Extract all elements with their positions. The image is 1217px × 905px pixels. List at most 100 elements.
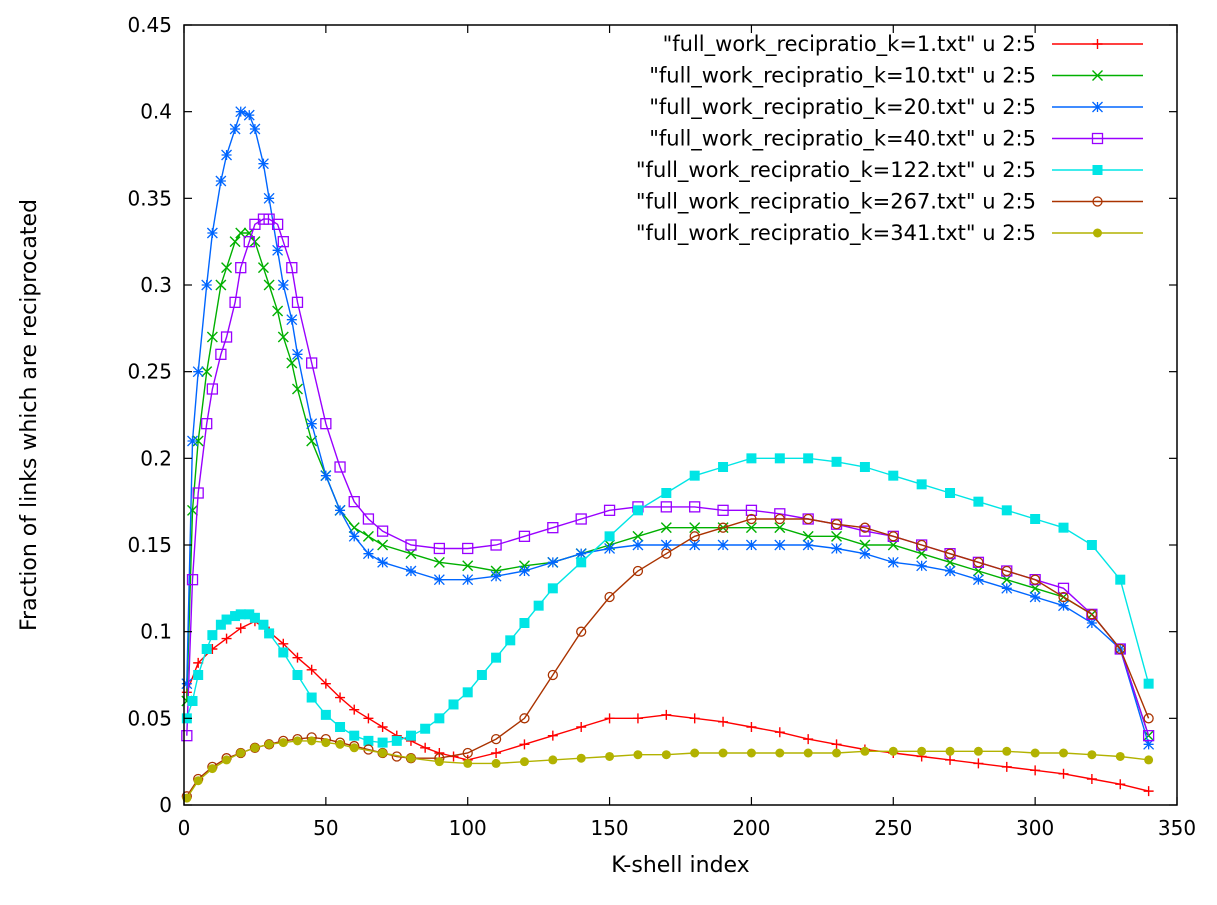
data-point [1002, 746, 1012, 756]
data-point [717, 522, 729, 533]
data-point [377, 737, 388, 748]
data-point [215, 175, 227, 187]
data-point [718, 462, 729, 472]
data-point [377, 556, 389, 568]
data-point [264, 628, 275, 639]
data-point [362, 530, 374, 542]
data-point [278, 638, 289, 649]
data-point [377, 722, 388, 732]
data-point [320, 470, 332, 482]
data-point [1086, 617, 1098, 629]
data-point [206, 383, 219, 395]
data-point [348, 496, 360, 508]
legend: "full_work_recipratio_k=1.txt" u 2:5 "ful… [636, 32, 1143, 246]
data-point [660, 539, 672, 551]
data-point [490, 570, 502, 582]
data-point [547, 669, 558, 681]
x-tick-label: 50 [313, 816, 338, 840]
data-point [391, 735, 402, 746]
data-point [278, 647, 289, 658]
data-point [249, 236, 261, 248]
data-point [774, 453, 785, 464]
data-point [575, 548, 587, 560]
data-point [362, 513, 375, 525]
data-point [945, 746, 955, 756]
data-point [774, 539, 786, 551]
data-point [236, 748, 246, 758]
data-point [434, 757, 444, 767]
data-point [1143, 738, 1155, 750]
data-point [462, 687, 473, 698]
data-point [201, 418, 213, 430]
data-point [917, 746, 927, 756]
legend-item: "full_work_recipratio_k=1.txt" u 2:5 [663, 32, 1143, 57]
series-line [186, 232, 1150, 736]
data-point [632, 539, 644, 551]
data-point [181, 730, 193, 742]
legend-marker [1092, 101, 1103, 113]
data-point [1058, 600, 1069, 612]
legend-item: "full_work_recipratio_k=122.txt" u 2:5 [636, 158, 1143, 183]
data-point [1087, 750, 1097, 760]
data-point [774, 513, 785, 525]
x-tick-label: 100 [449, 816, 487, 840]
data-point [192, 487, 204, 499]
data-point [1057, 582, 1070, 594]
data-point [462, 574, 474, 586]
legend-marker [1092, 39, 1103, 49]
data-point [717, 504, 729, 516]
data-point [1001, 565, 1012, 577]
data-point [264, 739, 274, 749]
data-point [717, 539, 729, 551]
legend-label: "full_work_recipratio_k=10.txt" u 2:5 [649, 64, 1036, 89]
data-point [1142, 730, 1155, 742]
data-point [193, 670, 204, 680]
data-point [291, 383, 303, 395]
data-point [272, 244, 284, 256]
data-point [888, 746, 898, 756]
data-point [292, 736, 302, 746]
data-point [215, 619, 226, 630]
data-point [229, 123, 241, 135]
data-point [320, 418, 332, 430]
data-point [831, 530, 843, 542]
data-point [307, 736, 317, 746]
y-tick-label: 0.1 [140, 620, 172, 644]
series-line [186, 620, 1149, 792]
data-point [831, 519, 842, 530]
data-point [633, 750, 643, 760]
data-point [774, 727, 785, 738]
y-tick-label: 0.05 [127, 706, 172, 730]
data-point [433, 542, 445, 555]
legend-label: "full_work_recipratio_k=341.txt" u 2:5 [636, 221, 1036, 246]
data-point [604, 543, 616, 554]
data-point [916, 539, 927, 551]
data-point [745, 522, 757, 534]
data-point [547, 522, 559, 534]
data-point [306, 418, 318, 430]
legend-marker [1091, 132, 1104, 145]
data-point [802, 539, 814, 551]
data-point [603, 504, 616, 516]
data-point [222, 755, 232, 765]
data-point [363, 735, 374, 746]
data-point [335, 692, 346, 703]
legend-marker [1093, 228, 1102, 238]
data-point [363, 713, 374, 724]
data-point [1029, 591, 1041, 603]
data-point [1115, 751, 1125, 761]
data-point [348, 530, 360, 542]
data-point [286, 262, 298, 274]
data-point [916, 560, 928, 572]
data-point [420, 742, 431, 753]
data-point [888, 470, 899, 481]
legend-label: "full_work_recipratio_k=267.txt" u 2:5 [636, 190, 1036, 215]
data-point [831, 456, 842, 467]
data-point [349, 743, 359, 753]
data-point [548, 755, 558, 765]
data-point [192, 435, 204, 447]
data-point [286, 357, 298, 369]
data-point [774, 522, 786, 534]
data-point [206, 331, 218, 343]
data-point [221, 633, 232, 644]
